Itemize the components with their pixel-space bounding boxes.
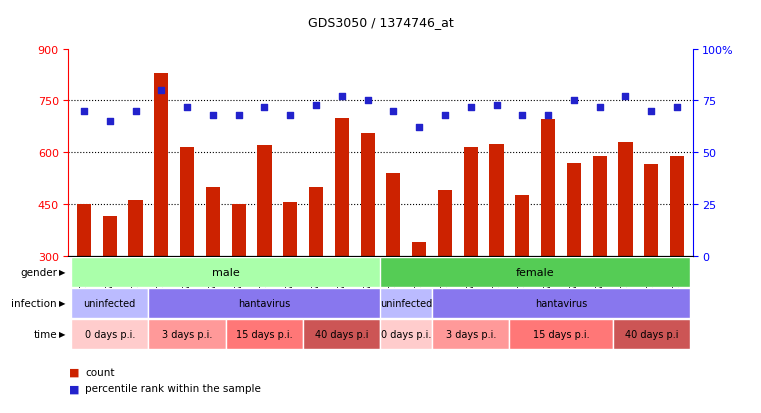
Bar [412, 242, 426, 256]
Bar [257, 146, 272, 256]
Point [645, 108, 658, 115]
Text: GDS3050 / 1374746_at: GDS3050 / 1374746_at [307, 16, 454, 29]
Point [155, 88, 167, 94]
Text: ■: ■ [68, 367, 79, 377]
Point [516, 112, 528, 119]
Bar [71, 288, 148, 318]
Point [465, 104, 477, 111]
Bar [71, 257, 380, 287]
Text: count: count [85, 367, 115, 377]
Text: ▶: ▶ [59, 268, 65, 277]
Bar [335, 119, 349, 256]
Text: hantavirus: hantavirus [535, 298, 587, 308]
Point [387, 108, 400, 115]
Bar [432, 319, 509, 349]
Text: time: time [33, 329, 57, 339]
Bar [309, 187, 323, 256]
Bar [489, 144, 504, 256]
Point [542, 112, 554, 119]
Point [284, 112, 296, 119]
Text: gender: gender [20, 267, 57, 277]
Point [78, 108, 90, 115]
Bar [380, 288, 432, 318]
Text: 40 days p.i: 40 days p.i [315, 329, 368, 339]
Bar [205, 187, 220, 256]
Text: 15 days p.i.: 15 days p.i. [533, 329, 589, 339]
Bar [77, 204, 91, 256]
Bar [619, 142, 632, 256]
Text: ▶: ▶ [59, 299, 65, 308]
Bar [180, 148, 194, 256]
Point [233, 112, 245, 119]
Point [568, 98, 580, 104]
Text: male: male [212, 267, 240, 277]
Bar [303, 319, 380, 349]
Point [619, 94, 632, 100]
Point [336, 94, 348, 100]
Point [671, 104, 683, 111]
Bar [432, 288, 690, 318]
Text: hantavirus: hantavirus [238, 298, 291, 308]
Text: 40 days p.i: 40 days p.i [625, 329, 678, 339]
Point [439, 112, 451, 119]
Bar [380, 257, 690, 287]
Bar [515, 196, 530, 256]
Text: ▶: ▶ [59, 330, 65, 339]
Bar [613, 319, 690, 349]
Text: infection: infection [11, 298, 57, 308]
Text: uninfected: uninfected [380, 298, 432, 308]
Text: 0 days p.i.: 0 days p.i. [84, 329, 135, 339]
Bar [283, 203, 298, 256]
Bar [387, 173, 400, 256]
Point [207, 112, 219, 119]
Point [310, 102, 322, 109]
Text: 0 days p.i.: 0 days p.i. [381, 329, 431, 339]
Bar [154, 74, 168, 256]
Bar [148, 319, 226, 349]
Text: ■: ■ [68, 383, 79, 393]
Bar [129, 201, 142, 256]
Bar [670, 156, 684, 256]
Text: 3 days p.i.: 3 days p.i. [162, 329, 212, 339]
Text: percentile rank within the sample: percentile rank within the sample [85, 383, 261, 393]
Bar [509, 319, 613, 349]
Bar [71, 319, 148, 349]
Point [259, 104, 271, 111]
Bar [438, 191, 452, 256]
Text: uninfected: uninfected [84, 298, 136, 308]
Point [490, 102, 502, 109]
Bar [148, 288, 380, 318]
Point [361, 98, 374, 104]
Point [103, 119, 116, 125]
Bar [103, 216, 117, 256]
Bar [463, 148, 478, 256]
Text: 15 days p.i.: 15 days p.i. [236, 329, 293, 339]
Bar [644, 165, 658, 256]
Bar [541, 120, 556, 256]
Bar [361, 134, 374, 256]
Point [129, 108, 142, 115]
Text: female: female [516, 267, 555, 277]
Bar [567, 163, 581, 256]
Point [181, 104, 193, 111]
Bar [226, 319, 303, 349]
Bar [593, 156, 607, 256]
Text: 3 days p.i.: 3 days p.i. [445, 329, 496, 339]
Bar [231, 204, 246, 256]
Point [413, 125, 425, 131]
Bar [380, 319, 432, 349]
Point [594, 104, 606, 111]
